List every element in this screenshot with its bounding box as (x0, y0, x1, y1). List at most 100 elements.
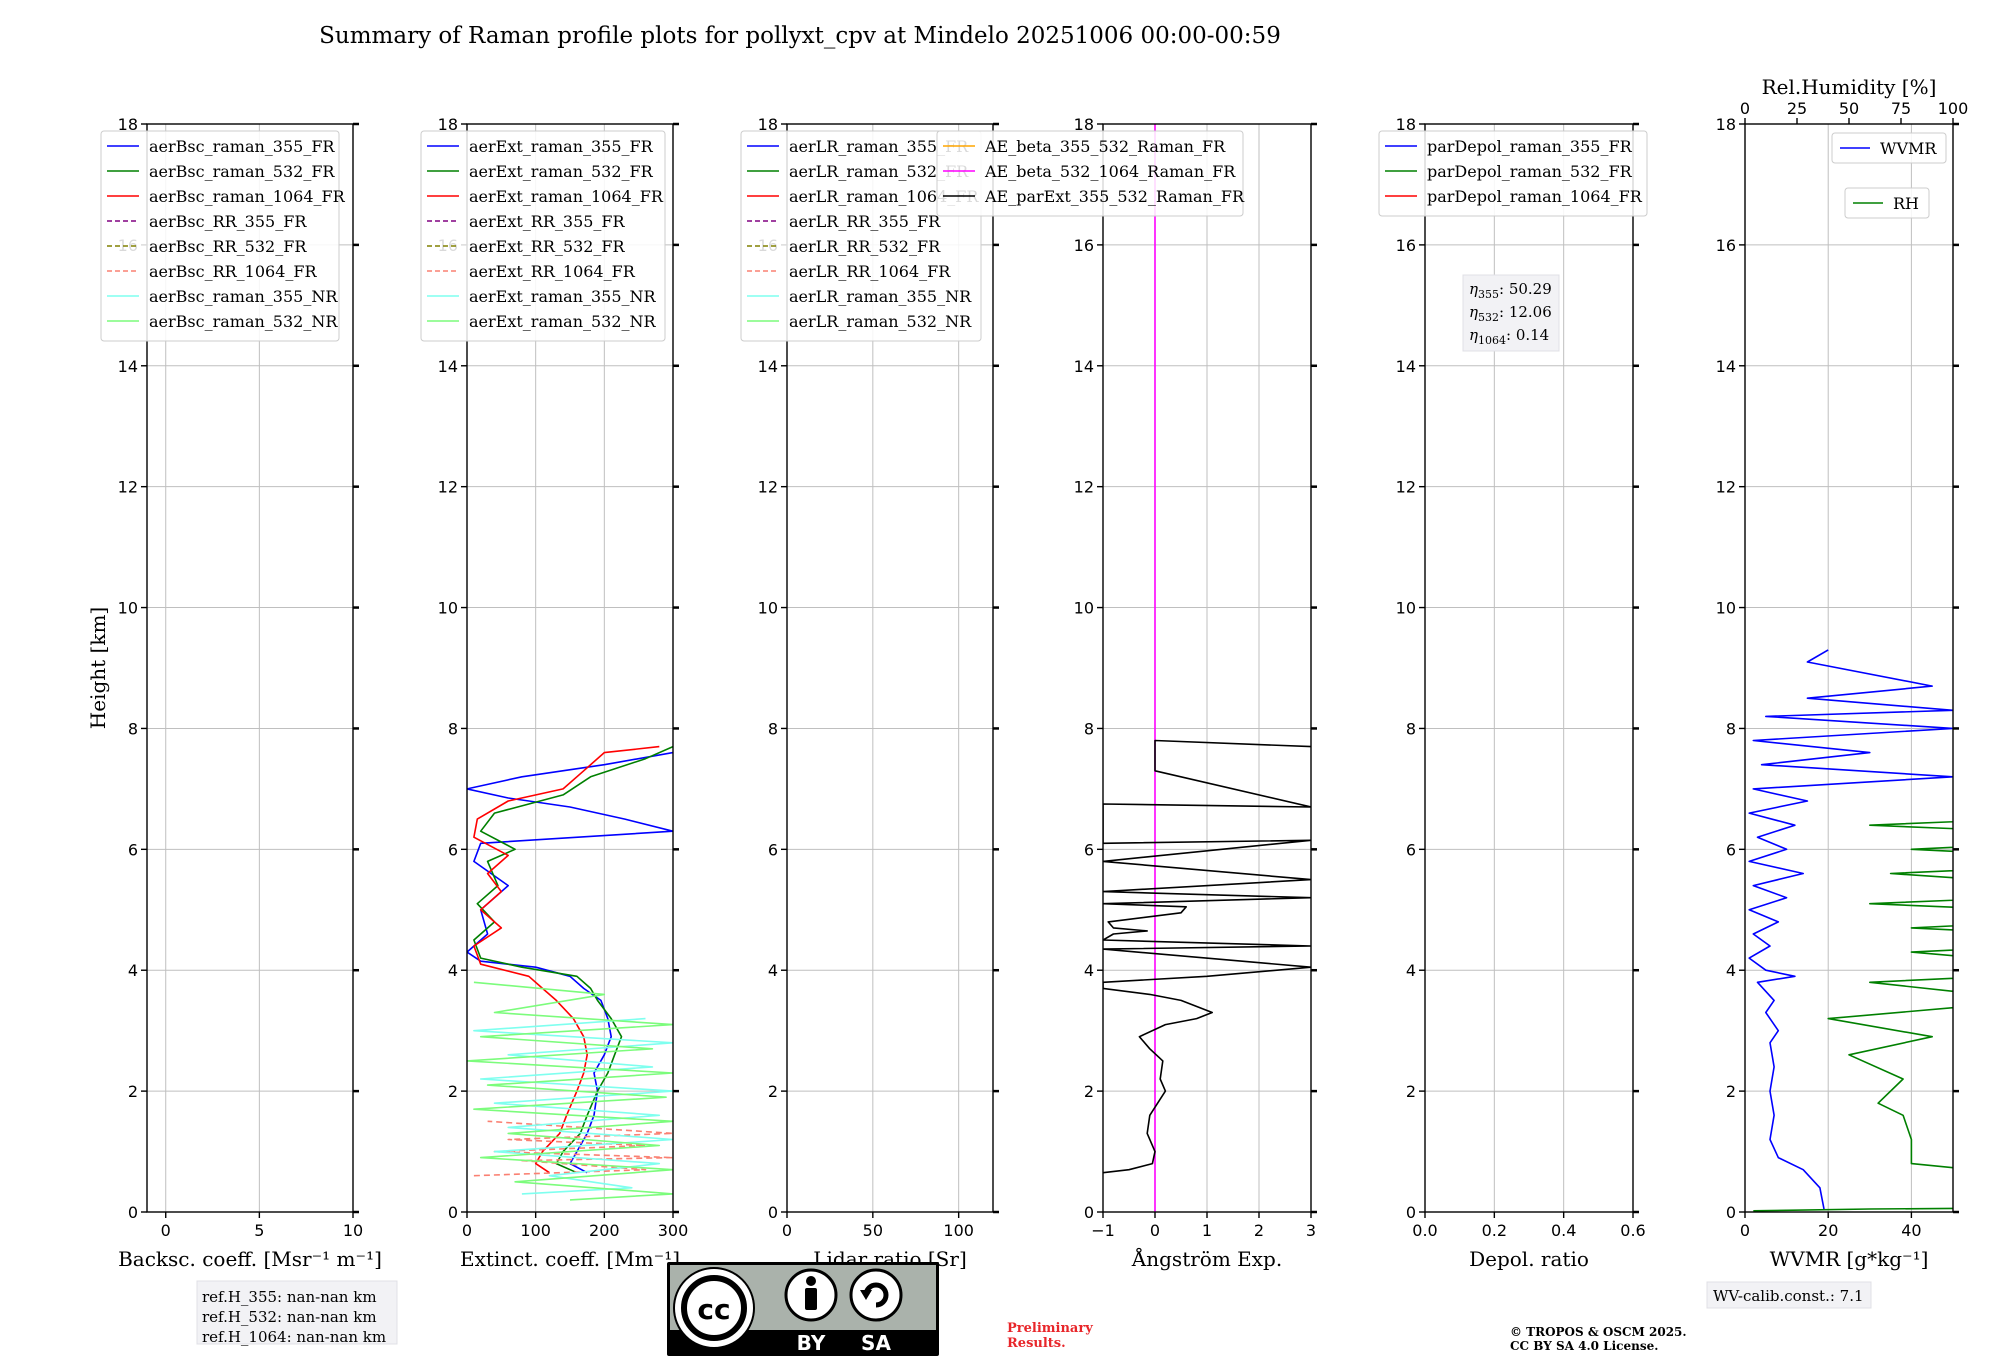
legend-label: aerExt_raman_532_FR (469, 162, 654, 181)
legend-label: aerLR_raman_532_NR (789, 312, 972, 331)
legend-label: AE_beta_355_532_Raman_FR (984, 137, 1226, 156)
x2tick-label: 25 (1787, 99, 1807, 118)
axes-frame (1424, 123, 1634, 1213)
ytick-label: 10 (1396, 599, 1416, 618)
wv-calib-box: WV-calib.const.: 7.1 (1706, 1281, 1872, 1309)
legend-RH: RH (1844, 187, 1930, 219)
ytick-label: 0 (768, 1203, 778, 1222)
legend-label: parDepol_raman_355_FR (1427, 137, 1633, 156)
ytick-label: 18 (1074, 115, 1094, 134)
legend-box (936, 130, 1244, 217)
ytick-label: 8 (128, 719, 138, 738)
xtick-label: 0 (161, 1221, 171, 1240)
axes-frame (466, 123, 674, 1213)
eta-532: η532: 12.06 (1469, 303, 1552, 324)
xtick-label: −1 (1091, 1221, 1115, 1240)
series-group (1103, 124, 1311, 1212)
x2tick-label: 75 (1891, 99, 1911, 118)
ytick-label: 16 (1716, 236, 1736, 255)
ytick-label: 10 (118, 599, 138, 618)
figure-title: Summary of Raman profile plots for polly… (319, 23, 1281, 49)
ytick-label: 2 (1406, 1082, 1416, 1101)
by-label: BY (797, 1331, 826, 1355)
panel-5: 0 2 4 6 8 10 12 14 16 18 0.0 0.2 0.4 0.6 Depol. ratio p… (1378, 115, 1648, 1271)
series-group (1748, 649, 1953, 1212)
ytick-label: 2 (768, 1082, 778, 1101)
ytick-label: 2 (448, 1082, 458, 1101)
panel-2: 0246810121416180100200300Extinct. coeff.… (420, 115, 689, 1271)
ytick-label: 0 (128, 1203, 138, 1222)
ytick-label: 8 (1084, 719, 1094, 738)
panel-3: 024681012141618050100Lidar ratio [Sr]aer… (740, 115, 999, 1271)
eta-355: η355: 50.29 (1469, 280, 1552, 301)
ytick-label: 6 (768, 840, 778, 859)
ytick-label: 2 (1084, 1082, 1094, 1101)
xtick-label: 0 (782, 1221, 792, 1240)
legend: aerExt_raman_355_FR aerExt_raman_532_FRae… (420, 130, 666, 342)
ref-height-1064: ref.H_1064: nan-nan km (202, 1328, 386, 1346)
legend-label: aerExt_raman_1064_FR (469, 187, 664, 206)
legend-label: aerLR_RR_355_FR (789, 212, 941, 231)
ytick-label: 0 (1406, 1203, 1416, 1222)
ytick-label: 6 (448, 840, 458, 859)
ytick-label: 10 (1074, 599, 1094, 618)
ytick-label: 6 (1084, 840, 1094, 859)
legend-label: aerBsc_RR_532_FR (149, 237, 307, 256)
series-aerExt_raman_355_FR (467, 751, 673, 1174)
ytick-label: 2 (1726, 1082, 1736, 1101)
ytick-label: 4 (128, 961, 138, 980)
xtick-label: 10 (343, 1221, 363, 1240)
preliminary-note-line1: Preliminary (1007, 1321, 1093, 1336)
ytick-label: 12 (758, 478, 778, 497)
cc-label: cc (697, 1293, 730, 1326)
legend-box (1378, 130, 1648, 217)
ytick-label: 8 (1406, 719, 1416, 738)
xtick-label: 300 (658, 1221, 689, 1240)
legend-label: aerExt_RR_1064_FR (469, 262, 636, 281)
legend-label: aerLR_RR_1064_FR (789, 262, 951, 281)
series-RH (1753, 798, 1953, 1212)
series-aerExt_raman_532_NR (467, 981, 673, 1201)
ytick-label: 2 (128, 1082, 138, 1101)
xtick-label: 20 (1818, 1221, 1838, 1240)
ytick-label: 14 (758, 357, 778, 376)
x-axis-label: Extinct. coeff. [Mm⁻¹] (460, 1247, 680, 1271)
legend-box (740, 130, 982, 342)
legend: AE_beta_355_532_Raman_FR AE_beta_532_1064… (936, 130, 1245, 217)
ytick-label: 6 (1406, 840, 1416, 859)
eta-box (1462, 274, 1560, 352)
copyright-line1: © TROPOS & OSCM 2025. (1510, 1325, 1687, 1339)
legend-label: aerBsc_raman_532_NR (149, 312, 338, 331)
ytick-label: 6 (1726, 840, 1736, 859)
xtick-label: 0.4 (1551, 1221, 1576, 1240)
panels: 0246810121416180510Backsc. coeff. [Msr⁻¹… (86, 75, 1969, 1271)
legend-label: aerLR_raman_532_FR (789, 162, 969, 181)
xtick-label: 1 (1202, 1221, 1212, 1240)
legend-WVMR: WVMR (1831, 132, 1947, 164)
preliminary-note-line2: Results. (1007, 1336, 1066, 1351)
series-aerExt_raman_355_NR (473, 1017, 673, 1195)
axes-frame (1744, 123, 1954, 1213)
series-aerExt_RR_1064_FR (473, 1120, 673, 1177)
ytick-label: 12 (118, 478, 138, 497)
xtick-label: 40 (1901, 1221, 1921, 1240)
legend-label: aerLR_raman_1064_FR (789, 187, 979, 206)
legend-label: aerLR_raman_355_FR (789, 137, 969, 156)
legend-label: aerExt_raman_355_FR (469, 137, 654, 156)
xtick-label: 0.6 (1620, 1221, 1645, 1240)
x-axis-label: Depol. ratio (1469, 1247, 1589, 1271)
eta-1064: η1064: 0.14 (1469, 326, 1549, 347)
axes-frame (146, 123, 354, 1213)
legend-label: AE_beta_532_1064_Raman_FR (984, 162, 1236, 181)
ref-height-532: ref.H_532: nan-nan km (202, 1308, 377, 1326)
x2tick-label: 0 (1740, 99, 1750, 118)
cc-license-badge: cc BY SA (667, 1262, 939, 1356)
ytick-label: 0 (448, 1203, 458, 1222)
legend: parDepol_raman_355_FR parDepol_raman_532_… (1378, 130, 1648, 217)
legend-label: aerLR_raman_355_NR (789, 287, 972, 306)
series-aerExt_raman_1064_FR (473, 745, 660, 1174)
legend-box (1844, 187, 1930, 219)
legend-label: RH (1893, 194, 1919, 213)
